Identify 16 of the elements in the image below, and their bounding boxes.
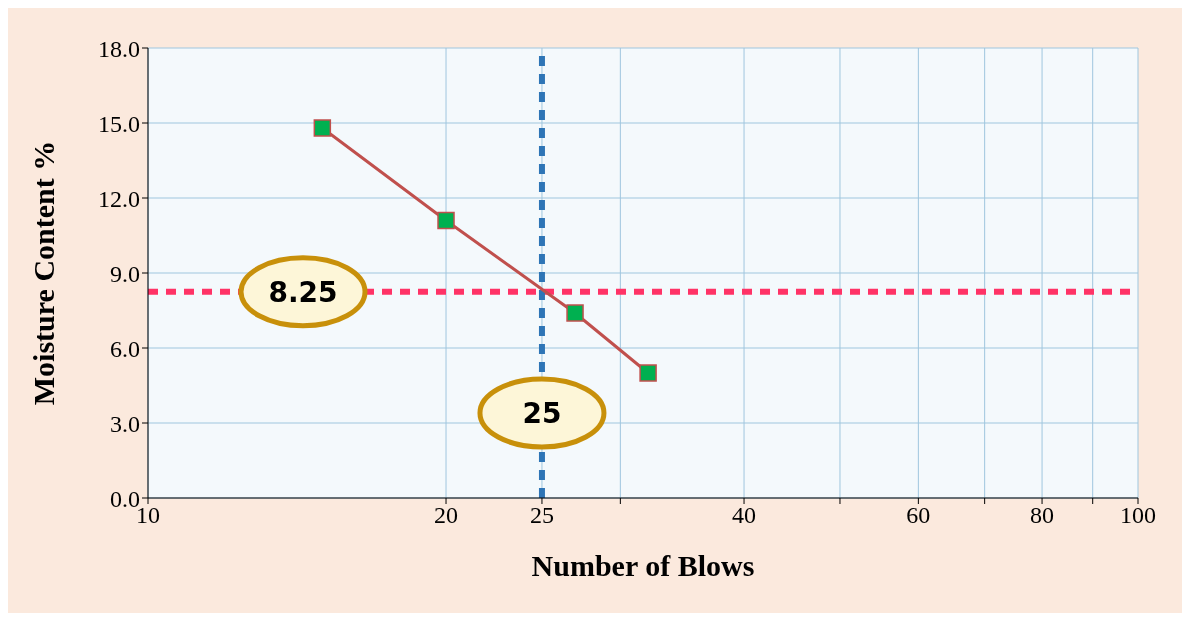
ref-line-label: 25 — [522, 397, 562, 430]
x-tick-label: 20 — [434, 502, 459, 529]
ref-line-label: 8.25 — [268, 275, 338, 309]
y-axis-title: Moisture Content % — [26, 140, 60, 406]
y-tick-label: 9.0 — [110, 260, 140, 287]
y-tick-label: 18.0 — [98, 35, 140, 62]
y-tick-label: 12.0 — [98, 185, 140, 212]
x-tick-label: 60 — [906, 502, 931, 529]
x-axis-title: Number of Blows — [531, 549, 755, 582]
x-tick-label: 40 — [732, 502, 757, 529]
x-tick-label: 80 — [1030, 502, 1055, 529]
y-tick-label: 15.0 — [98, 110, 140, 137]
y-tick-label: 6.0 — [110, 335, 140, 362]
x-tick-label: 25 — [529, 502, 554, 529]
y-tick-label: 3.0 — [110, 410, 140, 437]
x-tick-label: 100 — [1120, 502, 1156, 529]
